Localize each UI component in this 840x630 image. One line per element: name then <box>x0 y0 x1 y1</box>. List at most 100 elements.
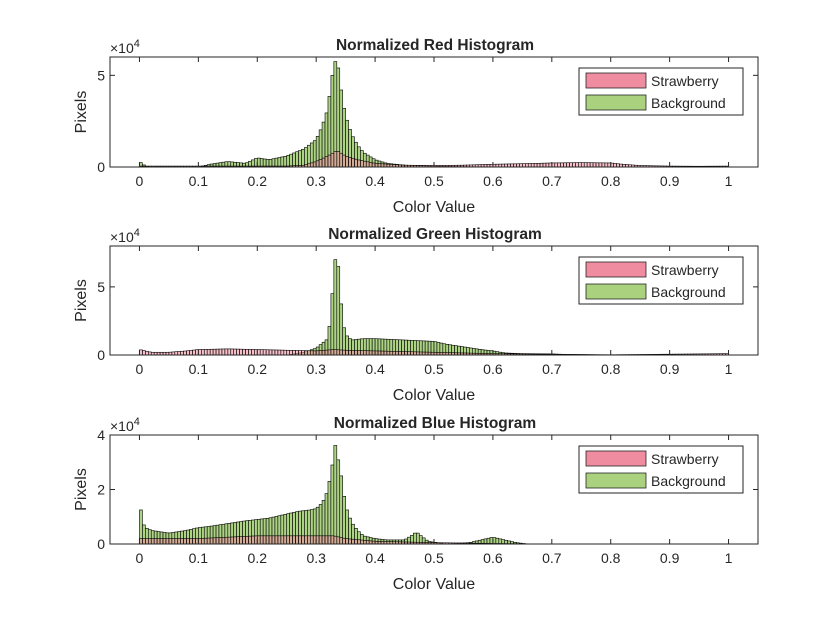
bar-strawberry <box>145 538 149 545</box>
bar-background <box>339 475 344 545</box>
bar-strawberry <box>192 538 196 545</box>
chart-title: Normalized Red Histogram <box>336 37 534 54</box>
chart-title: Normalized Blue Histogram <box>334 415 536 432</box>
bar-strawberry <box>218 348 223 356</box>
x-tick-label: 0.7 <box>542 550 562 566</box>
x-axis-label: Color Value <box>393 199 476 216</box>
y-tick-label: 5 <box>97 67 105 83</box>
bar-strawberry <box>177 351 182 356</box>
x-tick-label: 0.8 <box>601 173 621 189</box>
bar-strawberry <box>274 535 279 545</box>
legend: Strawberry Background <box>578 67 744 116</box>
bar-strawberry <box>165 538 170 545</box>
legend-swatch-background <box>585 283 647 300</box>
bar-strawberry <box>248 535 252 545</box>
bar-strawberry <box>280 349 285 356</box>
bar-strawberry <box>360 539 364 545</box>
bar-strawberry <box>557 162 561 168</box>
bar-strawberry <box>268 535 273 545</box>
x-tick-label: 0.1 <box>189 550 209 566</box>
bar-strawberry <box>530 163 535 168</box>
x-tick-label: 0.9 <box>660 550 680 566</box>
y-axis-label: Pixels <box>73 279 90 322</box>
bar-background <box>327 481 332 545</box>
legend-label-strawberry: Strawberry <box>651 262 719 278</box>
y-exponent-power: 4 <box>134 416 140 428</box>
bar-strawberry <box>365 540 370 545</box>
y-axis-label: Pixels <box>73 468 90 511</box>
bar-strawberry <box>298 535 302 545</box>
legend-label-background: Background <box>651 95 726 111</box>
bar-strawberry <box>339 349 344 356</box>
legend: Strawberry Background <box>578 256 744 305</box>
bar-background <box>274 157 279 168</box>
bar-strawberry <box>209 348 214 356</box>
bar-strawberry <box>592 162 597 168</box>
bar-strawberry <box>339 537 344 545</box>
x-tick-label: 0.5 <box>424 550 444 566</box>
y-tick-label: 0 <box>97 536 105 552</box>
x-tick-label: 0.7 <box>542 173 562 189</box>
bar-strawberry <box>589 162 594 168</box>
bar-strawberry <box>324 349 329 356</box>
bar-strawberry <box>289 350 293 356</box>
x-tick-label: 0.6 <box>483 173 503 189</box>
bar-strawberry <box>560 162 564 168</box>
bar-strawberry <box>227 348 232 356</box>
bar-background <box>286 155 290 168</box>
bar-strawberry <box>318 535 323 545</box>
y-tick-label: 4 <box>97 427 105 443</box>
y-tick-label: 2 <box>97 482 105 498</box>
bar-strawberry <box>189 538 193 545</box>
bar-strawberry <box>236 536 240 545</box>
bar-strawberry <box>259 349 264 356</box>
bar-strawberry <box>327 349 332 356</box>
bar-strawberry <box>209 537 214 545</box>
bar-strawberry <box>212 348 217 356</box>
bar-strawberry <box>580 162 585 168</box>
bar-strawberry <box>321 157 326 168</box>
bar-strawberry <box>351 157 355 168</box>
bar-strawberry <box>533 163 538 168</box>
bar-strawberry <box>309 350 314 356</box>
bar-strawberry <box>595 162 600 168</box>
bar-strawberry <box>363 540 367 545</box>
series-strawberry-bars <box>139 535 541 545</box>
bar-strawberry <box>365 161 370 168</box>
bar-strawberry <box>180 350 184 356</box>
bar-background <box>336 266 341 356</box>
bar-strawberry <box>177 538 182 545</box>
bar-strawberry <box>324 156 329 168</box>
bar-strawberry <box>342 154 346 168</box>
bar-background <box>259 158 264 168</box>
y-exponent-label: ×104 <box>110 227 140 245</box>
x-tick-label: 0.9 <box>660 361 680 377</box>
bar-strawberry <box>401 351 405 356</box>
bar-background <box>280 156 285 168</box>
bar-strawberry <box>265 349 270 356</box>
bar-strawberry <box>354 350 358 356</box>
bar-strawberry <box>230 536 235 545</box>
legend-swatch-background <box>585 94 647 111</box>
bar-strawberry <box>598 162 603 168</box>
series-background-bars <box>139 445 529 545</box>
bar-background <box>298 150 302 168</box>
x-tick-label: 0 <box>136 550 144 566</box>
legend-swatch-strawberry <box>585 450 647 467</box>
bar-strawberry <box>174 538 179 545</box>
bar-strawberry <box>280 535 285 545</box>
legend-swatch-background <box>585 472 647 489</box>
bar-strawberry <box>171 538 176 545</box>
bar-strawberry <box>268 349 273 356</box>
bar-strawberry <box>236 348 240 356</box>
bar-background <box>292 152 296 168</box>
bar-strawberry <box>377 163 382 168</box>
bar-strawberry <box>183 538 187 545</box>
bar-strawberry <box>527 163 532 168</box>
legend-label-strawberry: Strawberry <box>651 451 719 467</box>
bar-strawberry <box>575 162 579 168</box>
bar-strawberry <box>336 151 341 168</box>
bar-strawberry <box>569 162 573 168</box>
bar-strawberry <box>142 538 146 545</box>
